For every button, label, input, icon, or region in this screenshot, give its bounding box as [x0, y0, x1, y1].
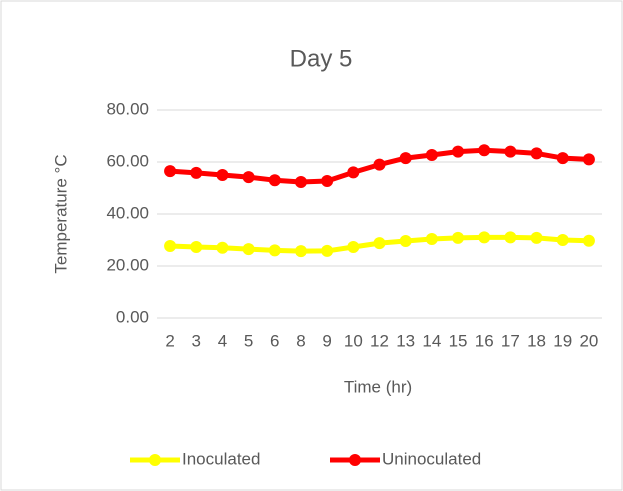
point: [321, 174, 334, 187]
x-tick-label: 4: [218, 331, 227, 350]
point: [216, 169, 229, 181]
point: [399, 152, 412, 165]
point: [452, 145, 465, 158]
legend-label: Uninoculated: [382, 449, 481, 468]
point: [556, 152, 569, 165]
x-axis-title: Time (hr): [344, 377, 412, 396]
x-tick-label: 8: [296, 331, 305, 350]
point: [321, 244, 334, 257]
legend-marker: [149, 454, 161, 466]
point: [294, 176, 307, 189]
chart-title: Day 5: [290, 45, 353, 72]
x-tick-label: 9: [322, 331, 331, 350]
point: [373, 158, 386, 171]
point: [530, 147, 543, 160]
point: [504, 145, 517, 158]
x-tick-label: 12: [370, 331, 389, 350]
point: [399, 235, 412, 248]
point: [242, 171, 255, 184]
point: [582, 234, 595, 247]
y-tick-label: 60.00: [106, 151, 149, 170]
point: [582, 153, 595, 166]
y-tick-label: 40.00: [106, 203, 149, 222]
x-tick-label: 19: [553, 331, 572, 350]
point: [164, 239, 177, 252]
x-tick-label: 18: [527, 331, 546, 350]
x-tick-label: 16: [475, 331, 494, 350]
point: [268, 244, 281, 257]
x-tick-label: 10: [344, 331, 363, 350]
point: [242, 243, 255, 256]
point: [294, 245, 307, 258]
point: [373, 237, 386, 250]
point: [425, 148, 438, 161]
point: [478, 144, 491, 157]
legend-marker: [349, 454, 361, 466]
x-tick-label: 6: [270, 331, 279, 350]
x-tick-label: 20: [579, 331, 598, 350]
x-tick-label: 15: [449, 331, 468, 350]
point: [164, 165, 177, 178]
x-tick-label: 13: [396, 331, 415, 350]
point: [530, 231, 543, 244]
point: [216, 241, 229, 254]
point: [190, 166, 203, 179]
point: [425, 232, 438, 245]
x-tick-label: 2: [165, 331, 174, 350]
point: [452, 231, 465, 244]
x-tick-label: 5: [244, 331, 253, 350]
point: [504, 231, 517, 244]
x-tick-label: 3: [192, 331, 201, 350]
y-axis-title: Temperature °C: [51, 154, 70, 273]
y-tick-label: 80.00: [106, 99, 149, 118]
y-tick-label: 0.00: [116, 307, 149, 326]
x-tick-label: 17: [501, 331, 520, 350]
legend-label: Inoculated: [182, 449, 260, 468]
x-tick-label: 14: [422, 331, 441, 350]
y-tick-label: 20.00: [106, 255, 149, 274]
point: [556, 234, 569, 246]
point: [268, 174, 281, 187]
point: [347, 241, 360, 254]
point: [478, 231, 491, 244]
point: [347, 166, 360, 179]
point: [190, 241, 203, 254]
